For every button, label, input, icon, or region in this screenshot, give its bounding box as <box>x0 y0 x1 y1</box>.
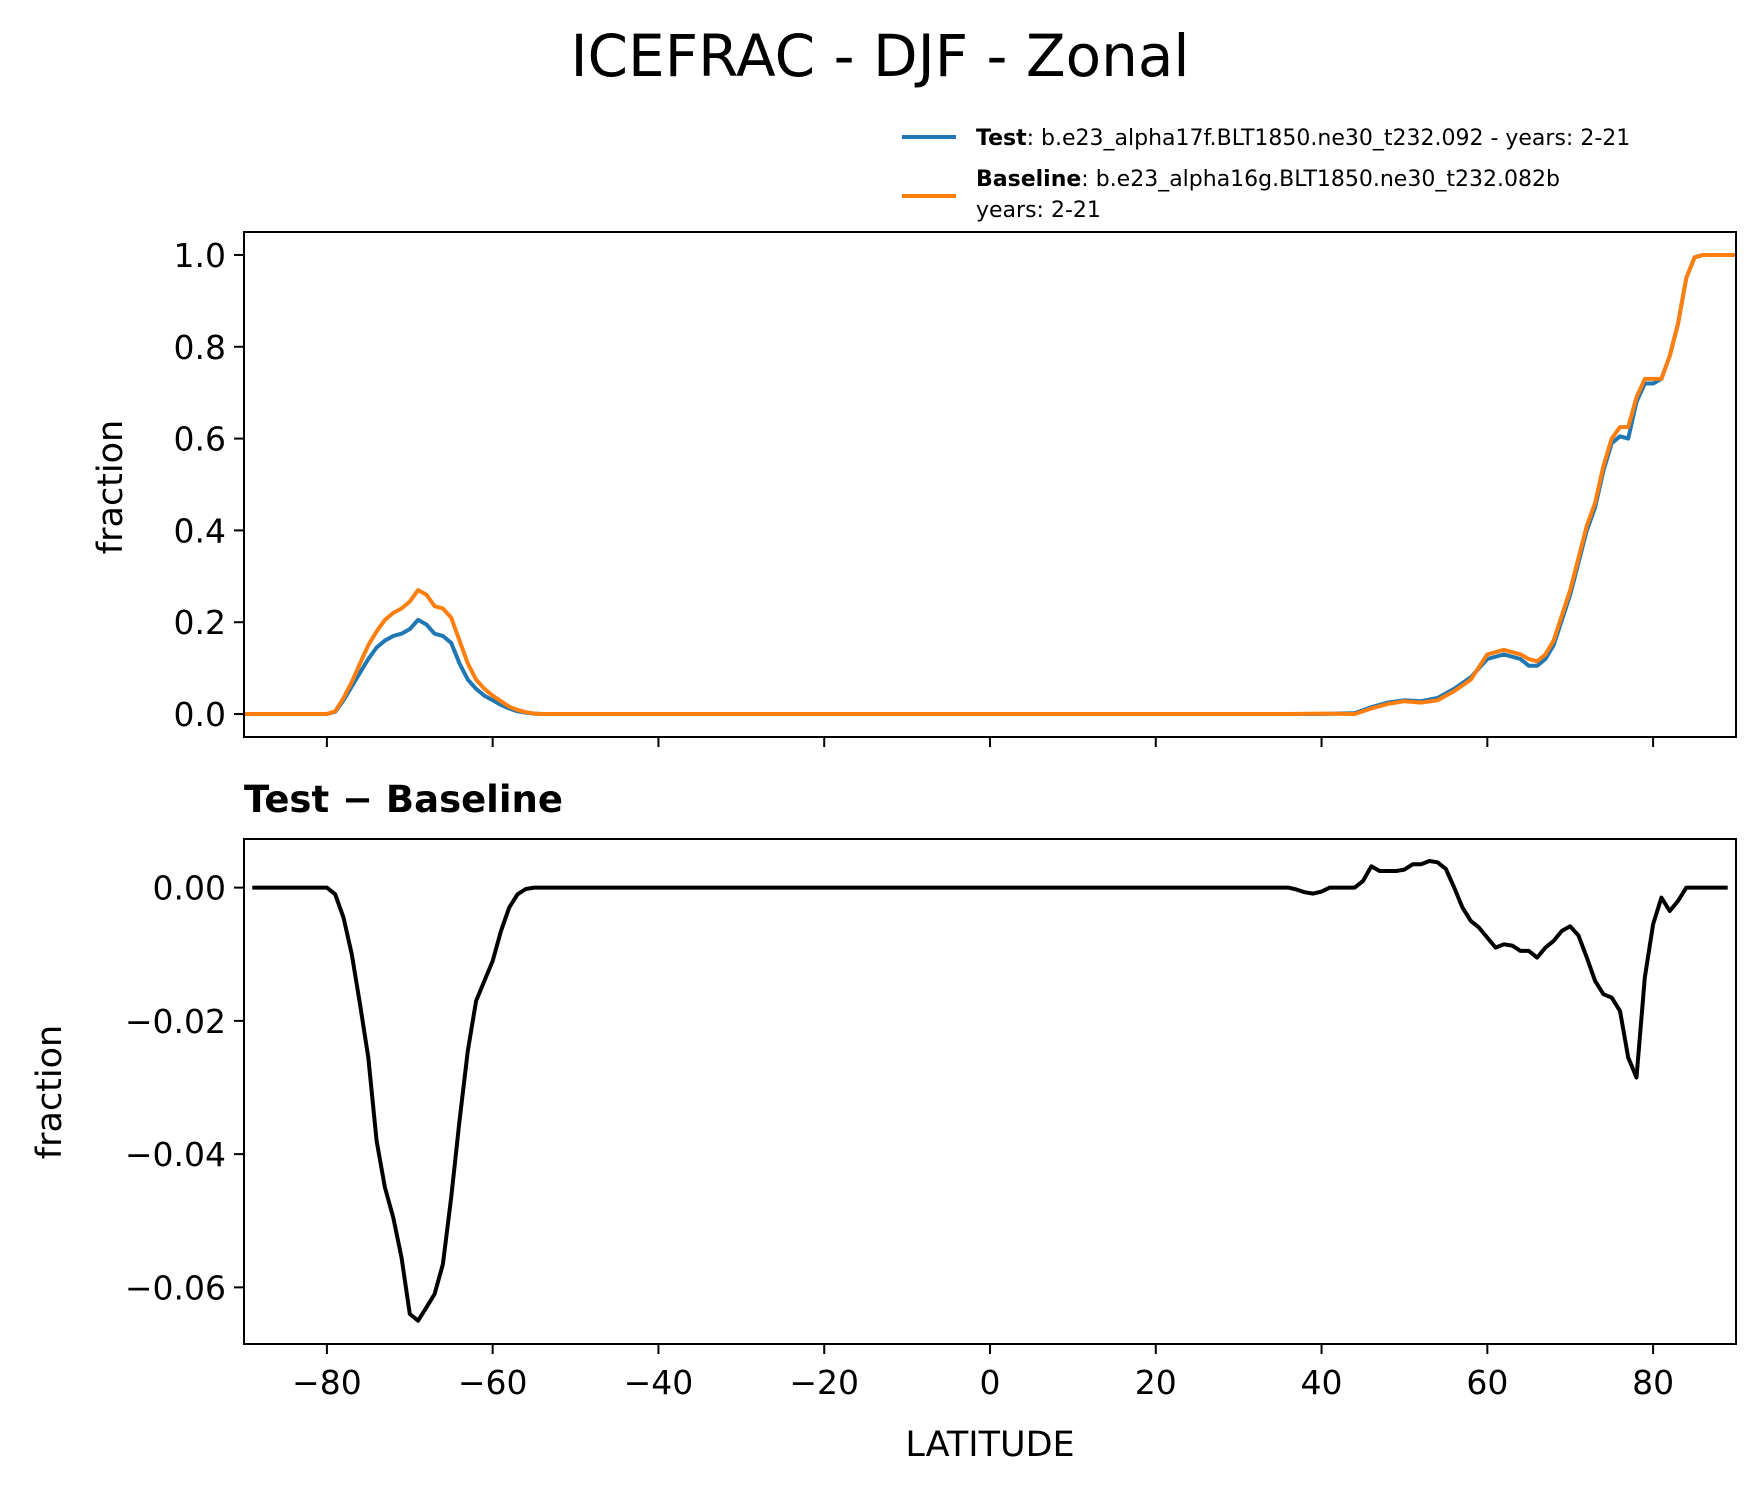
top-series-group <box>244 253 1736 716</box>
bottom-xtick-label: 60 <box>1466 1363 1508 1402</box>
bottom-xtick-label: −80 <box>292 1363 362 1402</box>
bottom-series-line-difference <box>252 859 1728 1323</box>
legend-entry-test: Test: b.e23_alpha17f.BLT1850.ne30_t232.0… <box>976 126 1630 151</box>
bottom-ylabel: fraction <box>30 1025 70 1159</box>
bottom-xticks: −80 −60 −40 −20 0 20 40 60 80 <box>292 1344 1674 1402</box>
top-series-line-test <box>244 253 1736 716</box>
bottom-panel-title: Test − Baseline <box>244 778 563 821</box>
bottom-plot-frame <box>243 838 1737 1345</box>
bottom-series-group <box>252 859 1728 1323</box>
bottom-xtick-label: −20 <box>789 1363 859 1402</box>
bottom-xtick-label: 20 <box>1135 1363 1177 1402</box>
top-ytick-label: 0.6 <box>174 420 226 459</box>
bottom-ytick-label: −0.04 <box>125 1135 226 1174</box>
top-ytick-label: 0.4 <box>174 511 226 550</box>
top-ylabel: fraction <box>91 420 131 554</box>
legend-entry-baseline: Baseline: b.e23_alpha16g.BLT1850.ne30_t2… <box>976 167 1560 192</box>
bottom-xlabel: LATITUDE <box>905 1425 1074 1465</box>
top-xticks <box>325 737 1655 747</box>
top-ytick-label: 0.8 <box>174 328 226 367</box>
legend-baseline-text: : b.e23_alpha16g.BLT1850.ne30_t232.082b <box>1081 167 1560 192</box>
legend-baseline-name: Baseline <box>976 167 1081 192</box>
top-panel: 0.0 0.2 0.4 0.6 0.8 1.0 fraction <box>91 231 1737 747</box>
chart-title: ICEFRAC - DJF - Zonal <box>570 22 1189 90</box>
bottom-xtick-label: 40 <box>1301 1363 1343 1402</box>
bottom-yticks: 0.00 −0.02 −0.04 −0.06 <box>125 869 244 1307</box>
bottom-xtick-label: −40 <box>624 1363 694 1402</box>
bottom-xtick-label: −60 <box>458 1363 528 1402</box>
bottom-ytick-label: 0.00 <box>153 869 226 908</box>
bottom-ytick-label: −0.06 <box>125 1268 226 1307</box>
top-series-line-baseline <box>244 253 1736 716</box>
bottom-xtick-label: 0 <box>980 1363 1001 1402</box>
top-ytick-label: 1.0 <box>174 236 226 275</box>
legend-baseline-text-line2: years: 2-21 <box>976 198 1101 223</box>
legend-test-text: : b.e23_alpha17f.BLT1850.ne30_t232.092 -… <box>1027 126 1631 151</box>
top-yticks: 0.0 0.2 0.4 0.6 0.8 1.0 <box>174 236 244 734</box>
legend: Test: b.e23_alpha17f.BLT1850.ne30_t232.0… <box>902 126 1630 223</box>
bottom-xtick-label: 80 <box>1632 1363 1674 1402</box>
top-ytick-label: 0.0 <box>174 695 226 734</box>
legend-test-name: Test <box>976 126 1027 151</box>
bottom-panel: Test − Baseline 0.00−0.02−0.04−0.06 −80−… <box>30 778 1737 1465</box>
top-plot-frame <box>243 231 1737 738</box>
top-ytick-label: 0.2 <box>174 603 226 642</box>
bottom-ytick-label: −0.02 <box>125 1002 226 1041</box>
